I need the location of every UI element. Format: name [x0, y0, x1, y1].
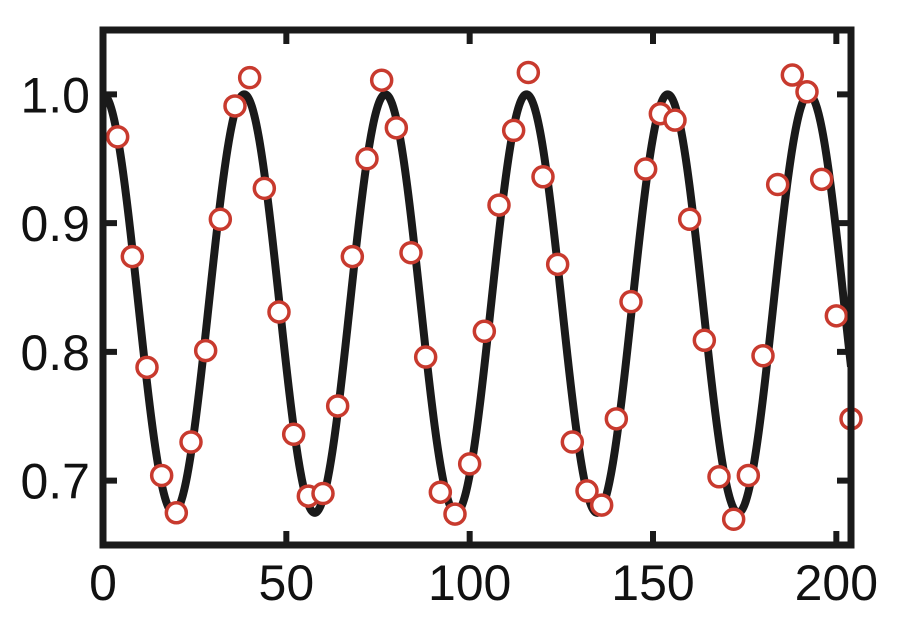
data-point	[751, 343, 775, 368]
data-point	[193, 338, 218, 363]
data-point	[149, 463, 174, 488]
data-point	[325, 394, 350, 418]
data-point	[223, 94, 247, 118]
x-tick-label: 0	[89, 555, 117, 611]
data-point	[105, 125, 130, 149]
y-tick-label: 0.9	[20, 196, 90, 252]
data-point	[369, 68, 394, 92]
y-tick-label: 1.0	[20, 67, 90, 123]
data-point	[809, 167, 834, 192]
data-point	[824, 304, 849, 328]
y-tick-label: 0.8	[20, 325, 90, 381]
data-point	[516, 60, 541, 85]
tick-layer	[100, 30, 851, 545]
data-point	[663, 108, 687, 132]
x-tick-labels: 0 50 100 150 200	[89, 555, 878, 611]
data-point	[721, 507, 746, 531]
data-point	[487, 193, 511, 217]
data-point	[135, 355, 159, 380]
data-point	[384, 116, 409, 140]
data-point	[707, 465, 731, 489]
data-point	[780, 63, 805, 87]
data-point	[545, 252, 570, 277]
data-point	[281, 422, 306, 447]
data-point	[575, 479, 599, 503]
data-point	[355, 147, 379, 171]
data-point	[795, 80, 819, 104]
data-point	[692, 328, 717, 353]
data-point	[765, 172, 790, 197]
y-tick-labels: 0.7 0.8 0.9 1.0	[20, 67, 90, 509]
data-point	[633, 157, 658, 181]
data-point	[413, 345, 438, 369]
data-point	[267, 300, 291, 324]
data-point	[589, 493, 614, 517]
y-tick-label: 0.7	[20, 454, 90, 510]
data-point	[443, 502, 467, 526]
x-tick-label: 150	[611, 555, 694, 611]
marker-layer	[105, 60, 863, 531]
data-point	[501, 118, 526, 143]
data-point	[311, 481, 335, 506]
x-tick-label: 200	[795, 555, 878, 611]
data-point	[120, 244, 145, 269]
data-point	[399, 240, 423, 265]
data-point	[252, 176, 277, 201]
data-point	[619, 289, 643, 314]
plot-frame	[99, 26, 855, 549]
data-point	[677, 207, 702, 232]
data-point	[736, 463, 761, 488]
data-point	[531, 165, 555, 189]
x-tick-label: 50	[259, 555, 315, 611]
data-point	[340, 244, 365, 269]
x-tick-label: 100	[428, 555, 511, 611]
data-point	[428, 480, 453, 504]
data-point	[604, 407, 629, 431]
fit-curve	[103, 90, 851, 517]
data-point	[560, 430, 585, 454]
data-point	[208, 207, 233, 232]
data-point	[164, 501, 189, 525]
data-point	[237, 65, 262, 90]
data-point	[472, 319, 497, 344]
fit-curve-layer	[103, 90, 851, 517]
data-point	[457, 452, 482, 476]
data-point	[179, 430, 203, 454]
